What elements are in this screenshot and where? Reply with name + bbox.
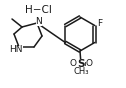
Text: O: O bbox=[70, 59, 76, 68]
Text: CH₃: CH₃ bbox=[73, 67, 89, 76]
Text: F: F bbox=[97, 19, 102, 28]
Text: N: N bbox=[36, 17, 42, 26]
Text: H−Cl: H−Cl bbox=[25, 5, 51, 15]
Text: HN: HN bbox=[9, 45, 23, 54]
Text: S: S bbox=[77, 59, 85, 69]
Text: O: O bbox=[86, 59, 92, 68]
